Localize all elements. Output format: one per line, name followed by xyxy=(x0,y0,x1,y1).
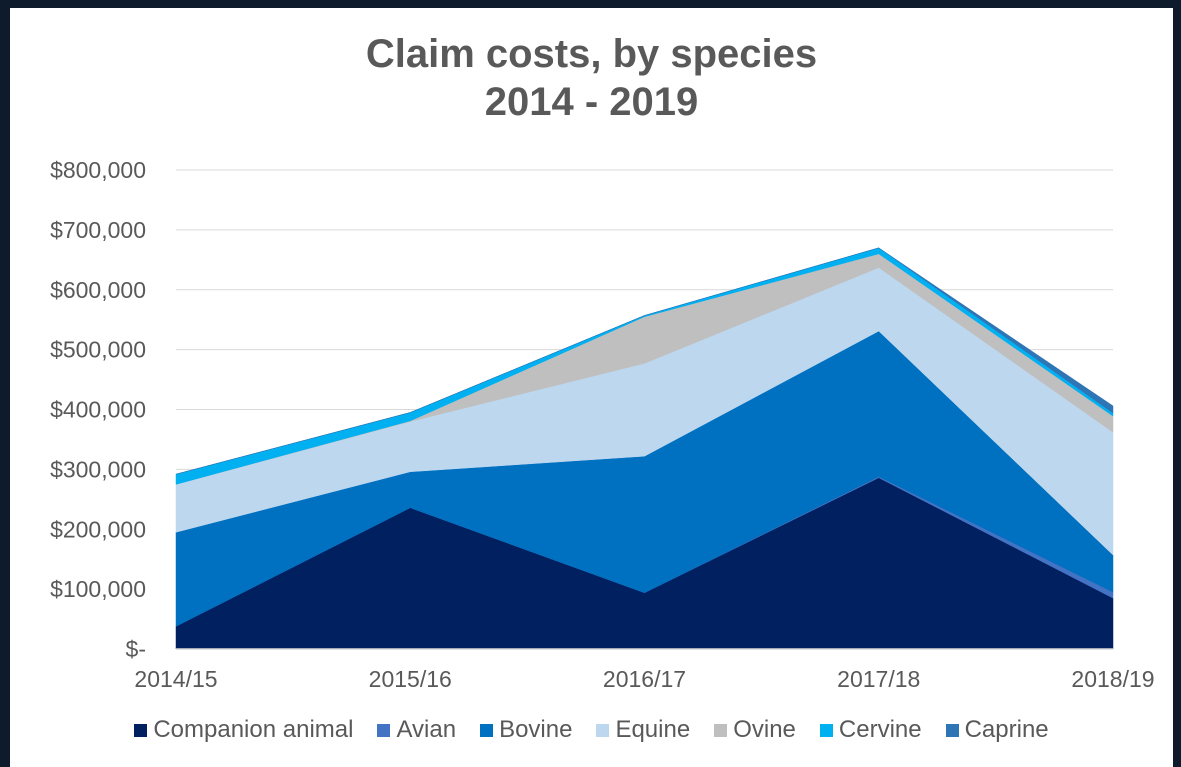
legend-label: Caprine xyxy=(964,716,1049,743)
chart-subtitle-line: 2014 - 2019 xyxy=(484,80,699,124)
y-axis-tick-labels: $- $100,000 $200,000 $300,000 $400,000 $500,0… xyxy=(50,157,146,662)
legend-item: Equine xyxy=(596,716,690,744)
chart-legend: Companion animal Avian Bovine Equine Ovine Ce… xyxy=(10,716,1173,744)
legend-label: Companion animal xyxy=(153,716,354,743)
legend-item: Companion animal xyxy=(134,716,353,744)
legend-swatch xyxy=(596,723,610,737)
legend-swatch xyxy=(134,723,148,737)
x-tick-label: 2015/16 xyxy=(369,666,452,692)
chart-panel: Claim costs, by species 2014 - 2019 $- $1… xyxy=(10,8,1173,767)
legend-swatch xyxy=(480,723,494,737)
chart-title: Claim costs, by species 2014 - 2019 xyxy=(10,30,1173,126)
y-tick-label: $200,000 xyxy=(50,516,146,542)
legend-item: Bovine xyxy=(480,716,572,744)
legend-item: Avian xyxy=(377,716,456,744)
y-tick-label: $800,000 xyxy=(50,157,146,183)
y-tick-label: $100,000 xyxy=(50,576,146,602)
x-tick-label: 2017/18 xyxy=(837,666,920,692)
y-tick-label: $500,000 xyxy=(50,337,146,363)
y-tick-label: $700,000 xyxy=(50,217,146,243)
legend-label: Avian xyxy=(396,716,457,743)
legend-swatch xyxy=(945,723,959,737)
legend-item: Caprine xyxy=(945,716,1049,744)
legend-swatch xyxy=(714,723,728,737)
area-series-caprine xyxy=(175,247,1114,475)
y-tick-label: $600,000 xyxy=(50,277,146,303)
chart-title-line: Claim costs, by species xyxy=(365,32,818,76)
x-tick-label: 2014/15 xyxy=(134,666,217,692)
legend-item: Ovine xyxy=(714,716,796,744)
legend-label: Bovine xyxy=(499,716,573,743)
legend-swatch xyxy=(819,723,833,737)
legend-label: Cervine xyxy=(838,716,922,743)
x-tick-label: 2018/19 xyxy=(1071,666,1154,692)
legend-item: Cervine xyxy=(819,716,922,744)
legend-label: Ovine xyxy=(733,716,796,743)
area-series-group xyxy=(175,247,1114,650)
legend-label: Equine xyxy=(615,716,691,743)
stacked-area-plot: $- $100,000 $200,000 $300,000 $400,000 $500,0… xyxy=(50,157,1155,692)
legend-swatch xyxy=(377,723,391,737)
y-tick-label: $- xyxy=(126,636,146,662)
x-axis-tick-labels: 2014/15 2015/16 2016/17 2017/18 2018/19 xyxy=(134,666,1154,692)
y-tick-label: $400,000 xyxy=(50,397,146,423)
y-tick-label: $300,000 xyxy=(50,456,146,482)
x-tick-label: 2016/17 xyxy=(603,666,686,692)
